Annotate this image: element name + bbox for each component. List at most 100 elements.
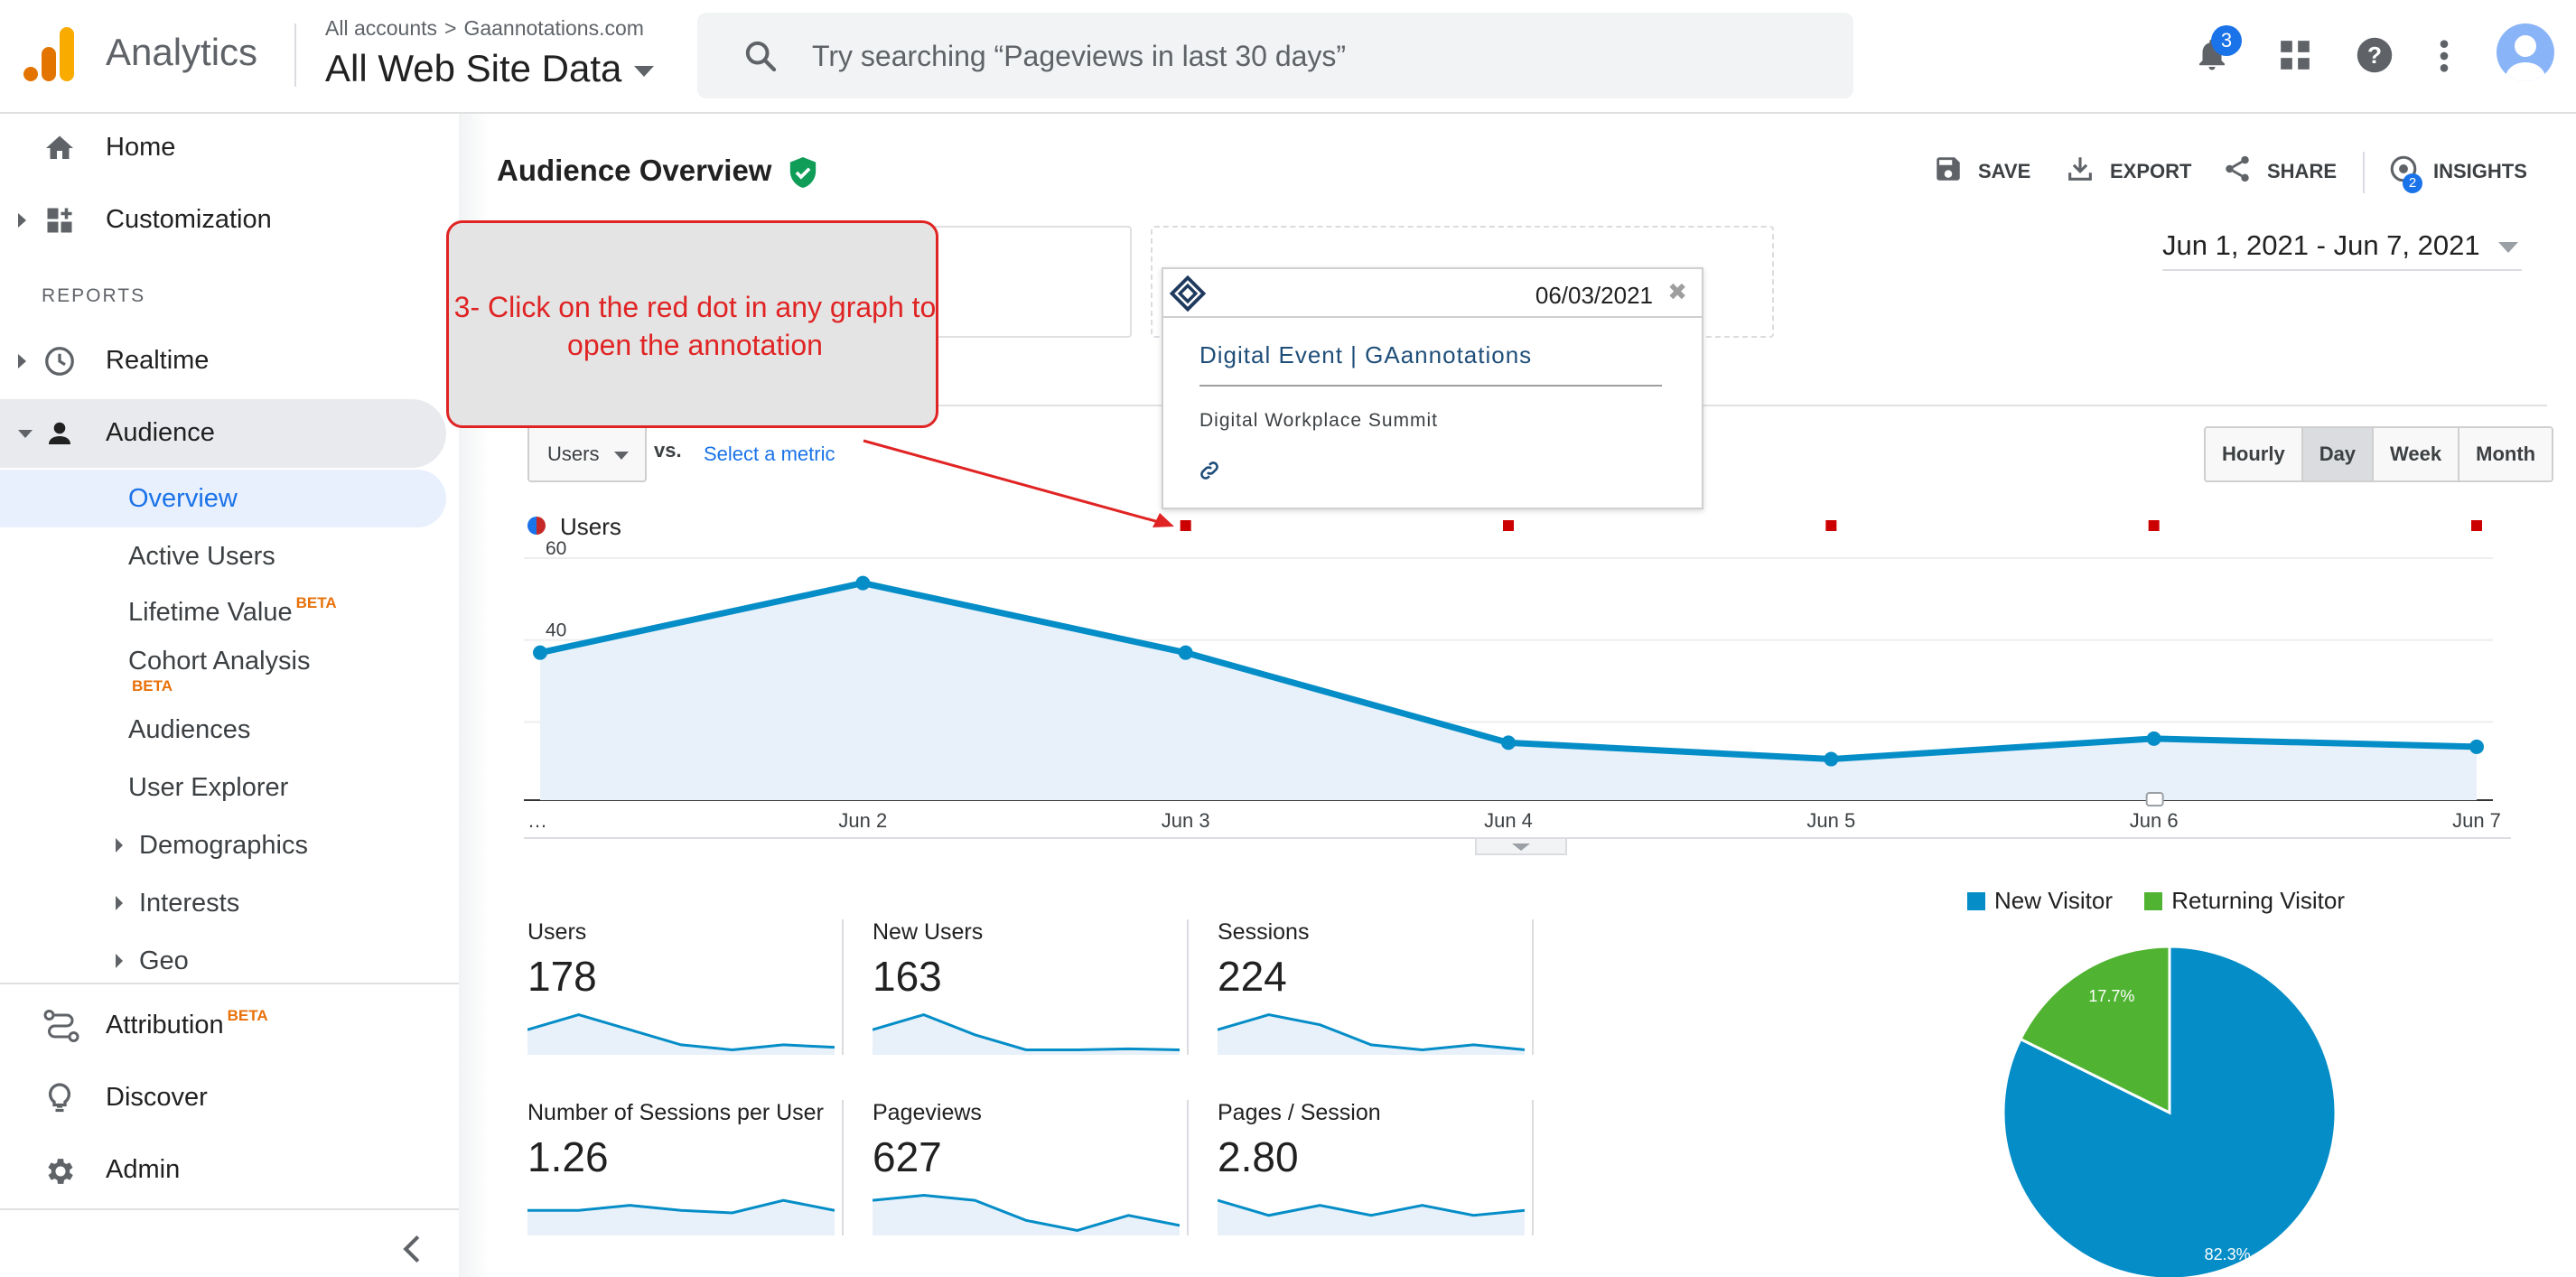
app-title[interactable]: Analytics [106, 31, 258, 73]
scorecard-new-users[interactable]: New Users 163 [851, 919, 1189, 1055]
sidebar-item-attribution[interactable]: Attribution BETA [0, 992, 446, 1060]
select-metric-link[interactable]: Select a metric [704, 443, 835, 465]
date-range-picker[interactable]: Jun 1, 2021 - Jun 7, 2021 [2162, 229, 2522, 271]
sidebar-item-interests[interactable]: Interests [0, 874, 446, 932]
sidebar-item-customization[interactable]: Customization [0, 186, 446, 255]
scorecard-sessions[interactable]: Sessions 224 [1196, 919, 1534, 1055]
data-point-… [533, 645, 547, 660]
breadcrumb[interactable]: All accounts > Gaannotations.com [325, 16, 644, 41]
metric-select[interactable]: Users [527, 424, 647, 482]
day-button[interactable]: Day [2302, 428, 2375, 480]
annotation-description: Digital Workplace Summit [1199, 410, 1439, 431]
sparkline-line [873, 1194, 1180, 1232]
help-icon[interactable]: ? [2356, 36, 2394, 74]
search-input[interactable] [810, 31, 1804, 81]
sparkline [527, 1198, 835, 1235]
x-tick-label: Jun 7 [2452, 809, 2501, 832]
scorecard-pageviews[interactable]: Pageviews 627 [851, 1100, 1189, 1235]
week-button[interactable]: Week [2374, 428, 2460, 480]
expand-arrow-icon[interactable] [18, 354, 26, 368]
person-icon [49, 422, 70, 444]
annotation-title[interactable]: Digital Event | GAannotations [1199, 341, 1533, 368]
search-bar[interactable] [697, 13, 1853, 98]
expand-arrow-icon[interactable] [116, 896, 123, 910]
scorecard-title: Pages / Session [1218, 1100, 1381, 1125]
sidebar-item-label: Geo [139, 946, 189, 975]
x-tick-label: Jun 4 [1484, 809, 1533, 832]
chevron-left-icon[interactable] [399, 1234, 425, 1264]
sidebar-item-audience[interactable]: Audience [0, 399, 446, 468]
comment-icon [2145, 792, 2164, 806]
sparkline [873, 1194, 1180, 1235]
scorecard-pages-per-session[interactable]: Pages / Session 2.80 [1196, 1100, 1534, 1235]
expand-arrow-icon[interactable] [116, 838, 123, 853]
hourly-button[interactable]: Hourly [2206, 428, 2303, 480]
sidebar-item-demographics[interactable]: Demographics [0, 816, 446, 874]
sidebar-item-label: Lifetime Value [128, 598, 293, 627]
account-avatar[interactable] [2497, 23, 2554, 81]
share-icon [2226, 155, 2249, 182]
sidebar-item-label: Audience [106, 418, 215, 447]
view-selector[interactable]: All Web Site Data [325, 47, 655, 90]
annotation-header: 06/03/2021 ✖ [1163, 269, 1702, 318]
scorecard-title: Users [527, 919, 587, 945]
breadcrumb-account[interactable]: All accounts [325, 16, 438, 40]
sidebar-item-label: Interests [139, 889, 240, 918]
annotation-divider [1199, 385, 1662, 387]
sidebar-item-label: Customization [106, 205, 272, 234]
sidebar-item-discover[interactable]: Discover [0, 1064, 446, 1133]
scorecard-value: 2.80 [1218, 1133, 1299, 1180]
search-icon [745, 41, 777, 72]
sidebar-item-label: Realtime [106, 346, 210, 375]
breadcrumb-separator: > [444, 16, 457, 40]
link-icon[interactable] [1198, 459, 1221, 482]
collapse-arrow-icon[interactable] [18, 430, 33, 438]
sidebar-item-admin[interactable]: Admin [0, 1136, 446, 1205]
analytics-logo-icon[interactable] [23, 27, 76, 81]
beta-badge: BETA [295, 594, 337, 611]
person-icon [2506, 35, 2545, 81]
sidebar-item-label: Attribution [106, 1011, 224, 1039]
attribution-icon [43, 1010, 79, 1042]
granularity-toggle[interactable]: Hourly Day Week Month [2204, 426, 2554, 482]
sidebar-item-user-explorer[interactable]: User Explorer [0, 759, 446, 816]
series-area [540, 583, 2477, 800]
scorecard-sessions-per-user[interactable]: Number of Sessions per User 1.26 [506, 1100, 844, 1235]
chart-legend-users[interactable]: Users [560, 513, 621, 540]
sidebar-item-realtime[interactable]: Realtime [0, 327, 446, 396]
sidebar-item-geo[interactable]: Geo [0, 932, 446, 990]
sidebar-item-lifetime-value[interactable]: Lifetime Value BETA [0, 583, 446, 641]
sidebar-item-overview[interactable]: Overview [0, 470, 446, 527]
sidebar-item-cohort-analysis[interactable]: Cohort Analysis BETA [0, 632, 446, 697]
sparkline-area [1218, 1200, 1525, 1235]
expand-arrow-icon[interactable] [18, 213, 26, 228]
scorecard-users[interactable]: Users 178 [506, 919, 844, 1055]
expand-arrow-icon[interactable] [116, 954, 123, 968]
more-vert-icon[interactable] [2437, 38, 2451, 74]
scorecard-value: 163 [873, 953, 942, 1000]
sparkline [1218, 1198, 1525, 1235]
legend-returning-visitor[interactable]: Returning Visitor [2171, 887, 2345, 914]
y-tick-label: 60 [546, 538, 566, 559]
sidebar-item-active-users[interactable]: Active Users [0, 527, 446, 585]
sidebar-item-audiences[interactable]: Audiences [0, 701, 446, 759]
sidebar-item-home[interactable]: Home [0, 114, 446, 182]
apps-grid-icon[interactable] [2278, 38, 2312, 72]
breadcrumb-property[interactable]: Gaannotations.com [463, 16, 644, 40]
month-button[interactable]: Month [2459, 428, 2553, 480]
close-icon[interactable]: ✖ [1667, 278, 1687, 305]
data-point-jun-2 [855, 575, 871, 591]
annotation-marker-jun-4 [1503, 520, 1514, 531]
beta-badge: BETA [227, 1007, 268, 1024]
download-icon [2068, 157, 2092, 181]
legend-new-visitor[interactable]: New Visitor [1994, 887, 2114, 914]
sidebar-divider [0, 1208, 459, 1210]
annotation-popup[interactable]: 06/03/2021 ✖ Digital Event | GAannotatio… [1162, 267, 1703, 509]
caret-down-icon [1512, 844, 1530, 851]
save-icon [1937, 157, 1960, 181]
view-name: All Web Site Data [325, 47, 622, 89]
sparkline-area [873, 1014, 1180, 1055]
legend-swatch [1967, 892, 1985, 910]
data-point-jun-3 [1178, 645, 1193, 660]
